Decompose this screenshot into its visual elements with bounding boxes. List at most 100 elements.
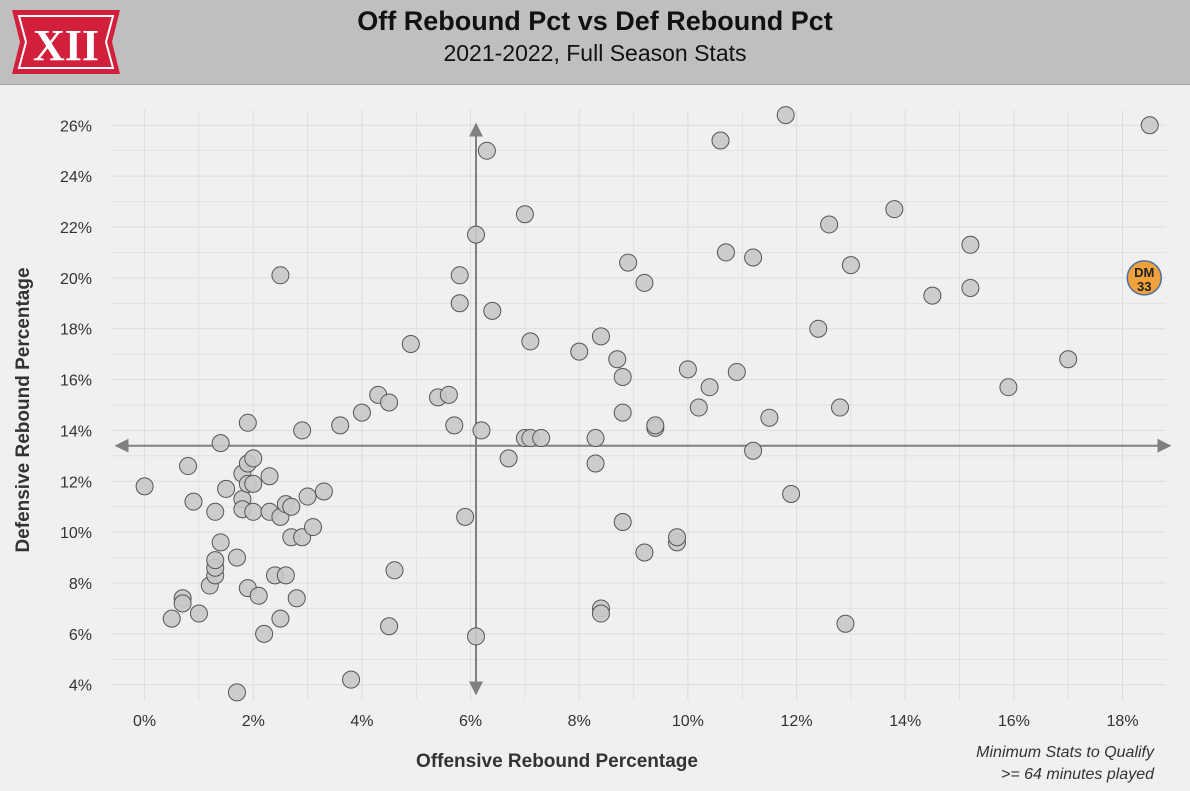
data-point[interactable]: [227, 683, 246, 702]
data-point[interactable]: [217, 479, 236, 498]
data-point[interactable]: [635, 543, 654, 562]
x-axis-title: Offensive Rebound Percentage: [416, 751, 698, 772]
data-point[interactable]: [456, 507, 475, 526]
data-point[interactable]: [244, 449, 263, 468]
data-point[interactable]: [255, 624, 274, 643]
data-point[interactable]: [635, 273, 654, 292]
data-point[interactable]: [206, 551, 225, 570]
data-point[interactable]: [776, 106, 795, 125]
x-tick-label: 16%: [998, 713, 1030, 730]
data-point[interactable]: [613, 368, 632, 387]
data-point[interactable]: [678, 360, 697, 379]
data-point[interactable]: [472, 421, 491, 440]
y-tick-label: 14%: [60, 423, 92, 440]
data-point[interactable]: [716, 243, 735, 262]
data-point[interactable]: [1059, 350, 1078, 369]
data-point[interactable]: [401, 334, 420, 353]
data-point[interactable]: [608, 350, 627, 369]
data-point[interactable]: [173, 594, 192, 613]
data-point[interactable]: [809, 319, 828, 338]
data-point[interactable]: [271, 266, 290, 285]
data-point[interactable]: [619, 253, 638, 272]
x-tick-label: 2%: [242, 713, 265, 730]
data-point[interactable]: [206, 502, 225, 521]
data-point[interactable]: [646, 416, 665, 435]
data-point[interactable]: [521, 332, 540, 351]
data-point[interactable]: [700, 378, 719, 397]
data-point[interactable]: [238, 413, 257, 432]
data-point[interactable]: [276, 566, 295, 585]
data-point[interactable]: [586, 429, 605, 448]
data-point[interactable]: [450, 294, 469, 313]
data-point[interactable]: [380, 617, 399, 636]
data-point[interactable]: [352, 403, 371, 422]
data-point[interactable]: [211, 533, 230, 552]
header-banner: XII Off Rebound Pct vs Def Rebound Pct 2…: [0, 0, 1190, 85]
data-point[interactable]: [244, 502, 263, 521]
data-point[interactable]: [189, 604, 208, 623]
data-point[interactable]: [445, 416, 464, 435]
data-point[interactable]: [271, 609, 290, 628]
data-point[interactable]: [467, 627, 486, 646]
data-point[interactable]: [477, 141, 496, 160]
data-point[interactable]: [499, 449, 518, 468]
data-point[interactable]: [744, 248, 763, 267]
data-point[interactable]: [439, 385, 458, 404]
data-point[interactable]: [591, 604, 610, 623]
data-point[interactable]: [836, 614, 855, 633]
data-point[interactable]: [260, 467, 279, 486]
data-point[interactable]: [385, 561, 404, 580]
data-point[interactable]: [293, 421, 312, 440]
data-point[interactable]: [711, 131, 730, 150]
data-point[interactable]: [727, 362, 746, 381]
data-point[interactable]: [331, 416, 350, 435]
data-point[interactable]: [314, 482, 333, 501]
data-point[interactable]: [613, 512, 632, 531]
data-point[interactable]: [282, 497, 301, 516]
y-tick-label: 22%: [60, 220, 92, 237]
data-point[interactable]: [244, 474, 263, 493]
data-point[interactable]: [961, 235, 980, 254]
data-point[interactable]: [532, 429, 551, 448]
data-point[interactable]: [961, 279, 980, 298]
highlight-point[interactable]: [1126, 260, 1163, 296]
data-point[interactable]: [760, 408, 779, 427]
data-point[interactable]: [586, 454, 605, 473]
data-point[interactable]: [135, 477, 154, 496]
data-point[interactable]: [467, 225, 486, 244]
x-tick-label: 10%: [672, 713, 704, 730]
data-point[interactable]: [184, 492, 203, 511]
data-point[interactable]: [820, 215, 839, 234]
data-point[interactable]: [744, 441, 763, 460]
data-point[interactable]: [515, 205, 534, 224]
data-point[interactable]: [287, 589, 306, 608]
data-point[interactable]: [782, 485, 801, 504]
data-point[interactable]: [450, 266, 469, 285]
data-point[interactable]: [162, 609, 181, 628]
data-point[interactable]: [689, 398, 708, 417]
data-point[interactable]: [342, 670, 361, 689]
data-point[interactable]: [211, 434, 230, 453]
data-point[interactable]: [179, 457, 198, 476]
note-line-1: Minimum Stats to Qualify: [976, 744, 1154, 761]
y-tick-label: 20%: [60, 271, 92, 288]
svg-text:XII: XII: [33, 21, 99, 70]
data-point[interactable]: [483, 301, 502, 320]
data-point[interactable]: [304, 518, 323, 537]
y-tick-label: 18%: [60, 322, 92, 339]
data-point[interactable]: [613, 403, 632, 422]
data-point[interactable]: [999, 378, 1018, 397]
data-point[interactable]: [227, 548, 246, 567]
data-point[interactable]: [885, 200, 904, 219]
data-point[interactable]: [380, 393, 399, 412]
data-point[interactable]: [298, 487, 317, 506]
data-point[interactable]: [668, 528, 687, 547]
data-point[interactable]: [841, 256, 860, 275]
data-point[interactable]: [249, 586, 268, 605]
data-point[interactable]: [591, 327, 610, 346]
data-point[interactable]: [1140, 116, 1159, 135]
data-point[interactable]: [831, 398, 850, 417]
data-point[interactable]: [570, 342, 589, 361]
data-point[interactable]: [923, 286, 942, 305]
